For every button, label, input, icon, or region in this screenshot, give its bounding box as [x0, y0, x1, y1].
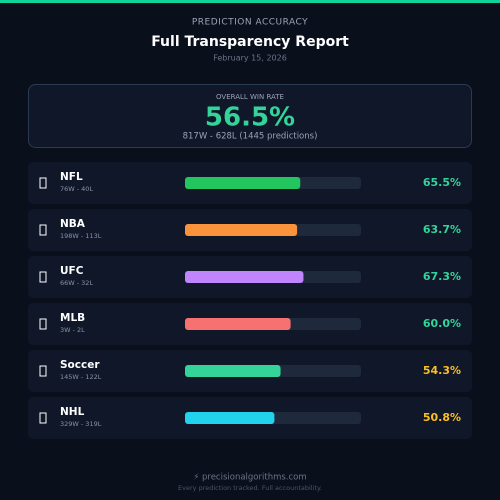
sport-record: 66W - 32L: [60, 279, 93, 287]
bar-fill: [185, 412, 275, 424]
sport-record: 329W - 319L: [60, 420, 102, 428]
bar-fill: [185, 177, 301, 189]
sport-icon: [39, 365, 47, 377]
sport-record: 3W - 2L: [60, 326, 85, 334]
sport-record: 145W - 122L: [60, 373, 102, 381]
bar-fill: [185, 271, 304, 283]
win-rate: 50.8%: [423, 411, 461, 424]
win-rate: 65.5%: [423, 176, 461, 189]
accent-bar: [0, 0, 500, 3]
bar-fill: [185, 365, 281, 377]
summary-label: OVERALL WIN RATE: [216, 93, 284, 101]
summary-card: [28, 84, 472, 148]
bar-fill: [185, 318, 291, 330]
sport-name: UFC: [60, 265, 84, 277]
win-rate: 67.3%: [423, 270, 461, 283]
win-rate: 54.3%: [423, 364, 461, 377]
sport-name: NFL: [60, 171, 83, 183]
summary-value: 56.5%: [205, 103, 295, 133]
sport-icon: [39, 224, 47, 236]
sport-icon: [39, 318, 47, 330]
bar-fill: [185, 224, 298, 236]
sport-name: MLB: [60, 312, 85, 324]
eyebrow: PREDICTION ACCURACY: [192, 18, 308, 28]
sport-name: NHL: [60, 406, 85, 418]
summary-record: 817W - 628L (1445 predictions): [183, 132, 318, 142]
sport-icon: [39, 177, 47, 189]
sport-record: 76W - 40L: [60, 185, 93, 193]
sport-name: Soccer: [60, 359, 100, 371]
sport-icon: [39, 412, 47, 424]
date: February 15, 2026: [213, 54, 287, 63]
title: Full Transparency Report: [151, 34, 349, 50]
win-rate: 60.0%: [423, 317, 461, 330]
sport-name: NBA: [60, 218, 86, 230]
footer-tagline: Every prediction tracked. Full accountab…: [178, 484, 322, 492]
sport-icon: [39, 271, 47, 283]
win-rate: 63.7%: [423, 223, 461, 236]
sport-record: 198W - 113L: [60, 232, 102, 240]
footer-site: ⚡ precisionalgorithms.com: [193, 473, 306, 483]
